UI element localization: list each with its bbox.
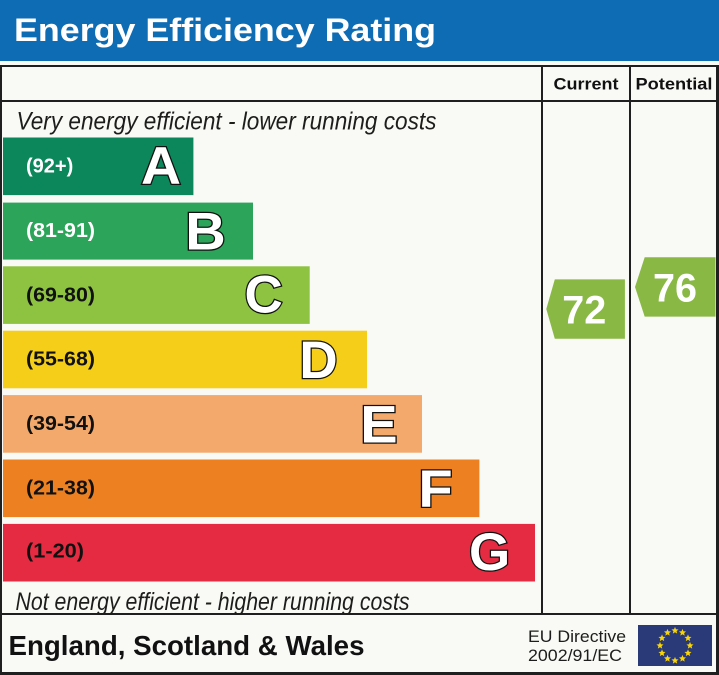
svg-text:Energy Efficiency Rating: Energy Efficiency Rating	[14, 12, 436, 48]
svg-text:Potential: Potential	[636, 75, 713, 93]
svg-text:D: D	[299, 331, 337, 390]
svg-text:C: C	[244, 266, 282, 325]
svg-text:A: A	[141, 137, 181, 196]
svg-text:(92+): (92+)	[26, 156, 73, 178]
svg-text:G: G	[469, 523, 510, 582]
svg-text:2002/91/EC: 2002/91/EC	[528, 647, 622, 665]
svg-text:Current: Current	[554, 75, 620, 93]
svg-text:F: F	[418, 460, 452, 519]
svg-text:B: B	[185, 202, 226, 261]
svg-text:(55-68): (55-68)	[26, 349, 95, 371]
svg-text:(69-80): (69-80)	[26, 284, 95, 306]
svg-text:England, Scotland & Wales: England, Scotland & Wales	[9, 630, 365, 661]
svg-text:72: 72	[562, 289, 606, 333]
svg-text:76: 76	[653, 267, 697, 311]
svg-text:E: E	[360, 396, 397, 455]
svg-text:Not energy efficient - higher: Not energy efficient - higher running co…	[16, 588, 410, 616]
svg-text:(81-91): (81-91)	[26, 220, 95, 242]
svg-text:(39-54): (39-54)	[26, 413, 95, 435]
svg-text:(21-38): (21-38)	[26, 478, 95, 500]
svg-text:Very energy efficient - lower: Very energy efficient - lower running co…	[17, 108, 437, 136]
svg-text:(1-20): (1-20)	[26, 541, 84, 563]
svg-text:EU Directive: EU Directive	[528, 628, 626, 646]
